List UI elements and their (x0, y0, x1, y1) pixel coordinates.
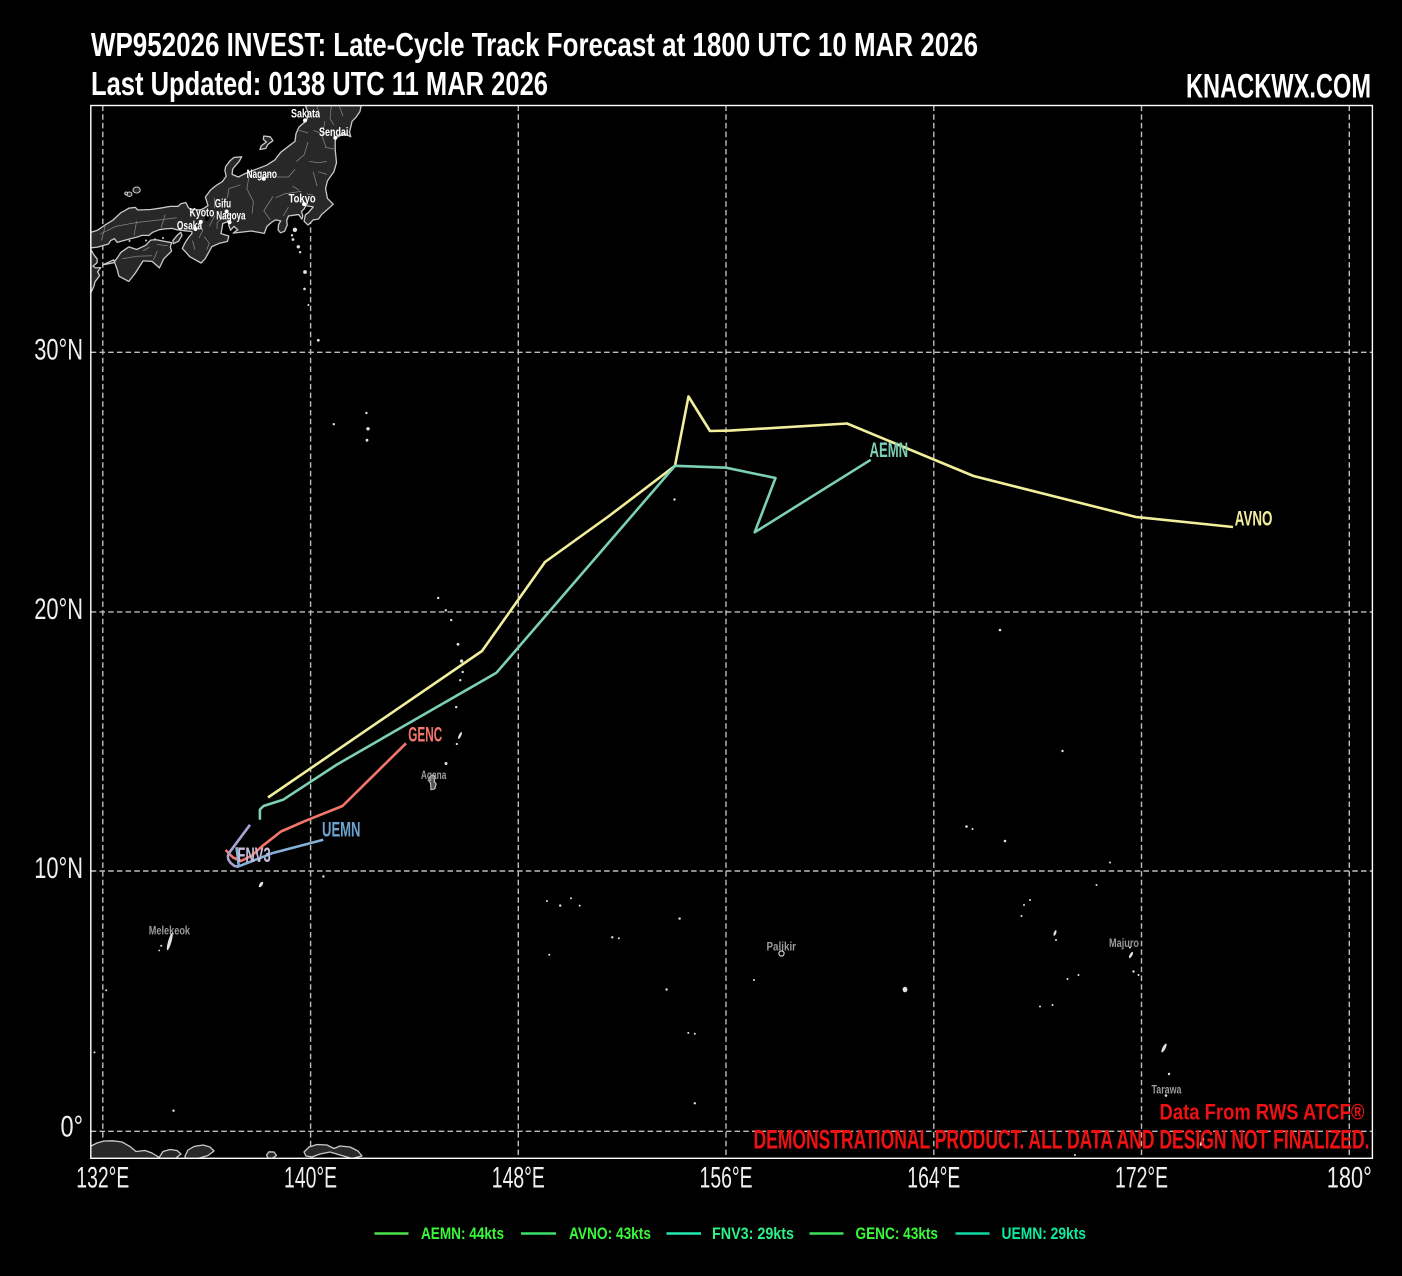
svg-text:180°: 180° (1327, 1162, 1372, 1195)
svg-text:172°E: 172°E (1115, 1162, 1168, 1195)
svg-text:Sendai: Sendai (319, 125, 348, 139)
svg-text:10°N: 10°N (34, 852, 83, 885)
svg-text:AVNO: AVNO (1235, 507, 1273, 530)
svg-text:AEMN: AEMN (870, 439, 909, 462)
svg-text:Tokyo: Tokyo (289, 192, 316, 206)
svg-text:GENC: 43kts: GENC: 43kts (856, 1225, 939, 1243)
svg-text:148°E: 148°E (492, 1162, 545, 1195)
svg-text:156°E: 156°E (700, 1162, 753, 1195)
svg-text:30°N: 30°N (34, 334, 83, 367)
svg-text:FNV3: FNV3 (237, 844, 270, 867)
svg-text:GENC: GENC (408, 724, 442, 747)
svg-text:WP952026 INVEST: Late-Cycle Tr: WP952026 INVEST: Late-Cycle Track Foreca… (91, 27, 978, 64)
svg-text:Last Updated: 0138 UTC 11 MAR: Last Updated: 0138 UTC 11 MAR 2026 (91, 66, 548, 103)
svg-text:Majuro: Majuro (1109, 936, 1139, 950)
svg-text:140°E: 140°E (284, 1162, 337, 1195)
svg-text:Nagano: Nagano (247, 167, 277, 181)
svg-text:Sakata: Sakata (291, 107, 320, 121)
svg-text:DEMONSTRATIONAL PRODUCT. ALL D: DEMONSTRATIONAL PRODUCT. ALL DATA AND DE… (754, 1124, 1370, 1154)
svg-text:Nagoya: Nagoya (216, 209, 246, 223)
svg-text:Kyoto: Kyoto (190, 206, 215, 220)
svg-text:Data From RWS ATCF®: Data From RWS ATCF® (1160, 1100, 1365, 1125)
svg-text:KNACKWX.COM: KNACKWX.COM (1186, 68, 1371, 106)
svg-text:Gifu: Gifu (215, 196, 231, 210)
svg-text:UEMN: 29kts: UEMN: 29kts (1002, 1225, 1087, 1243)
svg-text:Osaka: Osaka (177, 218, 202, 232)
svg-text:0°: 0° (61, 1111, 84, 1144)
svg-text:Tarawa: Tarawa (1152, 1082, 1182, 1096)
svg-text:20°N: 20°N (34, 593, 83, 626)
svg-text:Palikir: Palikir (767, 939, 797, 953)
svg-text:Melekeok: Melekeok (149, 924, 190, 938)
svg-text:132°E: 132°E (76, 1162, 129, 1195)
svg-text:AVNO: 43kts: AVNO: 43kts (569, 1225, 651, 1243)
svg-text:UEMN: UEMN (322, 818, 361, 841)
svg-text:Agana: Agana (421, 768, 447, 782)
svg-text:164°E: 164°E (907, 1162, 960, 1195)
svg-text:AEMN: 44kts: AEMN: 44kts (421, 1225, 504, 1243)
svg-text:FNV3: 29kts: FNV3: 29kts (712, 1225, 794, 1243)
